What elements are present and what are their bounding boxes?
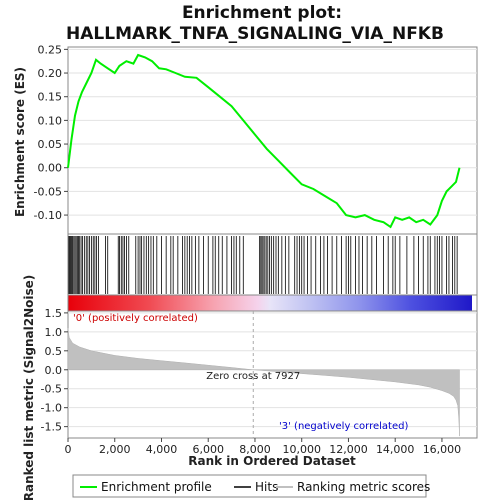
es-y-tick-label: 0.10 <box>38 114 63 127</box>
hits-panel-frame <box>67 233 478 296</box>
chart-title-line2: HALLMARK_TNFA_SIGNALING_VIA_NFKB <box>66 24 444 44</box>
rank-x-axis-title: Rank in Ordered Dataset <box>188 454 356 468</box>
rank-x-tick-label: 14,000 <box>376 443 415 456</box>
rank-x-ticks: 0 2,000 4,000 6,000 8,000 10,000 12,000 14,000 1… <box>65 438 462 456</box>
rank-y-tick-label: -0.5 <box>41 383 62 396</box>
rank-y-ticks: 1.5 1.0 0.5 0.0 -0.5 -1.0 -1.5 <box>41 307 68 434</box>
rank-y-tick-label: -1.0 <box>41 402 62 415</box>
rank-x-tick-label: 2,000 <box>99 443 131 456</box>
es-y-ticks: 0.25 0.20 0.15 0.10 0.05 0.00 -0.05 -0.10 <box>34 43 68 222</box>
rank-y-tick-label: 1.5 <box>45 307 63 320</box>
rank-y-tick-label: 0.5 <box>45 345 63 358</box>
es-y-tick-label: -0.10 <box>34 209 62 222</box>
rank-y-tick-label: 0.0 <box>45 364 63 377</box>
rank-x-tick-label: 0 <box>65 443 72 456</box>
es-y-axis-title: Enrichment score (ES) <box>13 67 27 217</box>
enrichment-profile-line <box>67 53 461 229</box>
rank-y-tick-label: -1.5 <box>41 421 62 434</box>
es-y-tick-label: 0.25 <box>38 43 63 56</box>
rank-x-tick-label: 10,000 <box>282 443 321 456</box>
legend-box <box>72 474 427 498</box>
rank-x-tick-label: 8,000 <box>239 443 271 456</box>
rank-heat-bar <box>68 295 472 311</box>
legend-enrichment-label: Enrichment profile <box>101 480 212 494</box>
legend-hits-label: Hits <box>255 480 278 494</box>
rank-y-tick-label: 1.0 <box>45 326 63 339</box>
es-y-tick-label: -0.05 <box>34 185 62 198</box>
es-y-tick-label: 0.15 <box>38 91 63 104</box>
es-y-tick-label: 0.20 <box>38 67 63 80</box>
es-y-tick-label: 0.00 <box>38 162 63 175</box>
rank-y-axis-title: Ranked list metric (Signal2Noise) <box>22 275 36 500</box>
es-panel-frame <box>67 46 478 235</box>
ranking-metric-area <box>67 328 460 437</box>
hits-marks <box>68 236 458 294</box>
positive-correlation-label: '0' (positively correlated) <box>73 313 198 324</box>
legend-ranking-label: Ranking metric scores <box>297 480 430 494</box>
rank-x-tick-label: 16,000 <box>423 443 462 456</box>
rank-x-tick-label: 12,000 <box>329 443 368 456</box>
rank-x-tick-label: 6,000 <box>192 443 224 456</box>
negative-correlation-label: '3' (negatively correlated) <box>279 421 408 432</box>
es-gridlines <box>68 48 477 216</box>
zero-cross-label: Zero cross at 7927 <box>206 371 300 382</box>
chart-title-line1: Enrichment plot: <box>182 3 342 23</box>
rank-x-tick-label: 4,000 <box>146 443 178 456</box>
es-y-tick-label: 0.05 <box>38 138 63 151</box>
